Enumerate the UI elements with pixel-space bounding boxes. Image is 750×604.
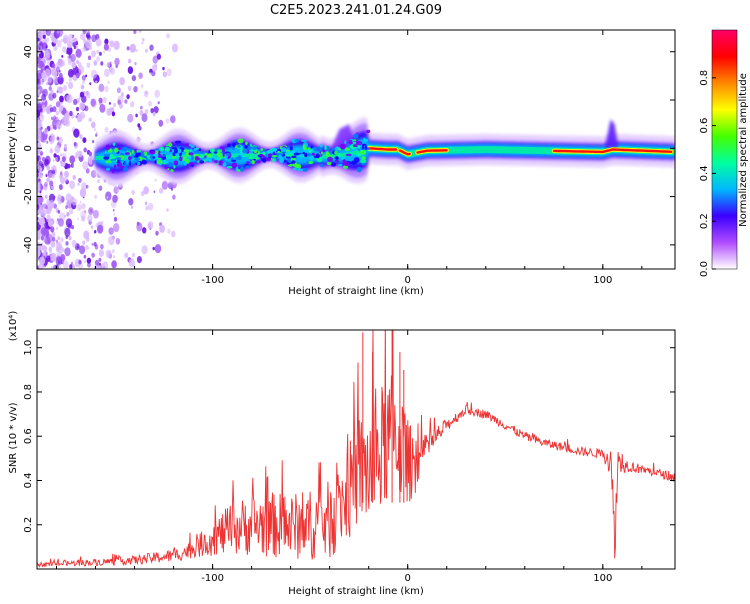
snr-y-tick-1: 0.4 [23, 473, 34, 489]
spectrogram-y-axis-label: Frequency (Hz) [7, 112, 18, 188]
ridge-red-2 [416, 149, 448, 154]
snr-y-tick-3: 0.8 [23, 384, 34, 400]
snr-y-tick-4: 1.0 [23, 340, 34, 356]
snr-x-tick-0: -100 [201, 573, 224, 584]
spectrogram-x-axis-label: Height of straight line (km) [288, 286, 424, 297]
spectrogram-x-tick-1: 0 [405, 275, 411, 286]
colorbar-tick-2: 0.4 [699, 165, 710, 181]
colorbar: 0.0 0.2 0.4 0.6 0.8 Normalized spectral ampl… [699, 29, 749, 277]
snr-y-tick-0: 0.2 [23, 517, 34, 533]
spectrogram-x-tick-0: -100 [201, 275, 224, 286]
ridge-red-0 [367, 147, 398, 151]
spectrogram-y-tick-1: -20 [23, 188, 34, 204]
spectrogram-panel: -100 0 100 -40 -20 0 20 40 Height of straight l… [7, 29, 676, 297]
snr-x-tick-2: 100 [593, 573, 612, 584]
snr-y-axis-label: SNR (10 * v/v) [8, 402, 19, 473]
colorbar-tick-0: 0.0 [699, 261, 710, 277]
snr-series-line [37, 330, 675, 569]
ridge-red-3 [552, 148, 673, 154]
spectrogram-noise [37, 30, 179, 269]
colorbar-tick-4: 0.8 [699, 70, 710, 86]
colorbar-tick-3: 0.6 [699, 118, 710, 134]
snr-layer [37, 330, 675, 569]
colorbar-label: Normalized spectral amplitude [738, 73, 749, 227]
spectrogram-y-tick-4: 40 [23, 45, 34, 58]
spectrogram-frame [36, 29, 676, 270]
spectrogram-ridge-speckles [103, 129, 371, 174]
spectrogram-layer [37, 30, 675, 269]
colorbar-gradient [712, 30, 737, 269]
spectrogram-y-tick-0: -40 [23, 237, 34, 253]
snr-frame [36, 329, 676, 570]
snr-y-multiplier: (x10⁴) [8, 311, 19, 342]
snr-y-tick-2: 0.6 [23, 428, 34, 444]
spectrogram-y-tick-3: 20 [23, 94, 34, 107]
snr-ticks: -100 0 100 0.2 0.4 0.6 0.8 1.0 [23, 330, 675, 584]
colorbar-ticks: 0.0 0.2 0.4 0.6 0.8 [699, 29, 738, 277]
spectrogram-ticks: -100 0 100 -40 -20 0 20 40 [23, 30, 675, 286]
figure-title: C2E5.2023.241.01.24.G09 [270, 3, 442, 18]
snr-panel: -100 0 100 0.2 0.4 0.6 0.8 1.0 Height of straig… [8, 311, 676, 597]
ridge-red-1 [398, 149, 411, 156]
spectrogram-x-tick-2: 100 [593, 275, 612, 286]
snr-x-tick-1: 0 [405, 573, 411, 584]
snr-x-axis-label: Height of straight line (km) [288, 586, 424, 597]
spectrogram-y-tick-2: 0 [23, 145, 34, 151]
colorbar-tick-1: 0.2 [699, 213, 710, 229]
